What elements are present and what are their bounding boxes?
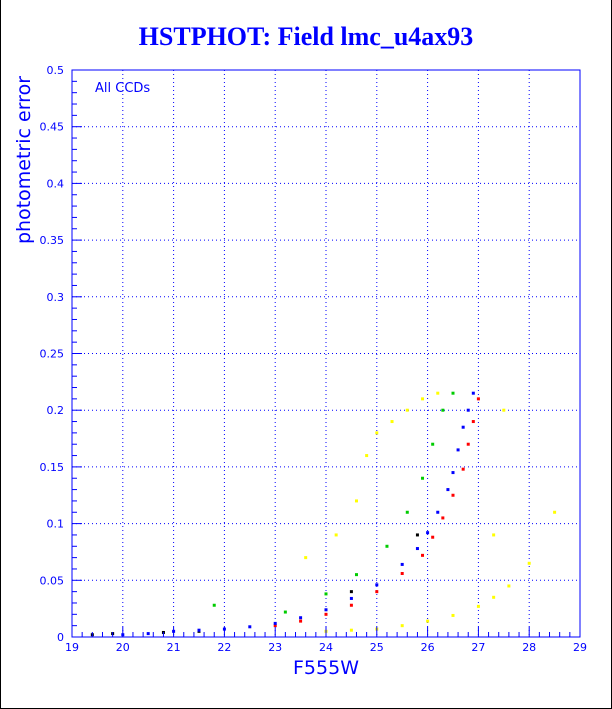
data-point-yellow [476, 604, 480, 608]
y-tick-label: 0 [57, 631, 64, 644]
data-point-red [299, 619, 303, 623]
x-tick-label: 29 [573, 641, 587, 654]
x-tick-label: 20 [116, 641, 130, 654]
data-point-blue [415, 547, 419, 551]
data-point-yellow [405, 408, 409, 412]
y-tick-label: 0.1 [47, 518, 65, 531]
data-point-yellow [365, 454, 369, 458]
data-point-blue [466, 408, 470, 412]
data-point-yellow [334, 533, 338, 537]
x-tick-label: 24 [319, 641, 333, 654]
data-point-yellow [421, 397, 425, 401]
data-point-red [451, 493, 455, 497]
chart-title: HSTPHOT: Field lmc_u4ax93 [138, 22, 474, 51]
y-tick-label: 0.05 [40, 574, 65, 587]
data-point-red [461, 467, 465, 471]
data-point-blue [299, 616, 303, 620]
y-tick-label: 0.25 [40, 348, 65, 361]
data-point-black [415, 533, 419, 537]
data-point-blue [146, 632, 150, 636]
data-point-blue [248, 625, 252, 629]
data-point-yellow [553, 510, 557, 514]
annotation-all-ccds: All CCDs [95, 81, 150, 96]
data-point-green [354, 573, 358, 577]
data-point-red [273, 624, 277, 628]
data-point-green [385, 544, 389, 548]
data-point-green [212, 603, 216, 607]
x-tick-label: 26 [421, 641, 435, 654]
data-point-red [421, 553, 425, 557]
x-tick-label: 28 [522, 641, 536, 654]
points-layer [90, 391, 557, 637]
x-tick-label: 19 [65, 641, 79, 654]
data-point-yellow [375, 431, 379, 435]
data-point-blue [451, 471, 455, 475]
data-point-green [405, 510, 409, 514]
data-point-yellow [354, 499, 358, 503]
data-point-green [421, 476, 425, 480]
data-point-yellow [304, 556, 308, 560]
x-tick-label: 23 [268, 641, 282, 654]
data-point-blue [324, 608, 328, 612]
data-point-blue [273, 621, 277, 625]
data-point-red [400, 571, 404, 575]
data-point-yellow [492, 533, 496, 537]
grid-layer [72, 70, 580, 637]
data-point-yellow [507, 584, 511, 588]
data-point-red [476, 397, 480, 401]
data-point-blue [436, 510, 440, 514]
data-point-green [283, 610, 287, 614]
data-point-red [431, 535, 435, 539]
x-tick-label: 22 [217, 641, 231, 654]
data-point-blue [197, 628, 201, 632]
y-tick-label: 0.35 [40, 234, 65, 247]
x-tick-label: 21 [167, 641, 181, 654]
y-axis-ticks: 0 0.05 0.1 0.15 0.2 0.25 0.3 0.35 0.4 0.45 0.5 [40, 64, 82, 644]
y-tick-label: 0.2 [47, 404, 65, 417]
y-tick-label: 0.45 [40, 121, 65, 134]
data-point-blue [456, 448, 460, 452]
y-tick-label: 0.3 [47, 291, 65, 304]
x-tick-label: 25 [370, 641, 384, 654]
data-point-red [471, 420, 475, 424]
data-point-black [349, 590, 353, 594]
data-point-yellow [436, 391, 440, 395]
data-point-yellow [400, 624, 404, 628]
data-point-green [431, 442, 435, 446]
data-point-blue [446, 488, 450, 492]
data-point-yellow [502, 408, 506, 412]
data-point-green [441, 408, 445, 412]
data-point-blue [375, 583, 379, 587]
data-point-yellow [349, 628, 353, 632]
data-point-yellow [451, 613, 455, 617]
y-axis-title: photometric error [13, 76, 35, 244]
data-point-green [324, 592, 328, 596]
data-point-yellow [492, 595, 496, 599]
x-axis-ticks: 19 20 21 22 23 24 25 26 27 28 29 [65, 627, 587, 654]
data-point-yellow [426, 619, 430, 623]
data-point-blue [426, 531, 430, 535]
data-point-blue [349, 596, 353, 600]
data-point-yellow [527, 561, 531, 565]
y-tick-label: 0.5 [47, 64, 65, 77]
x-tick-label: 27 [471, 641, 485, 654]
data-point-blue [400, 562, 404, 566]
data-point-red [349, 603, 353, 607]
y-tick-label: 0.15 [40, 461, 65, 474]
data-point-blue [471, 391, 475, 395]
data-point-green [451, 391, 455, 395]
data-point-yellow [390, 420, 394, 424]
y-tick-label: 0.4 [47, 177, 65, 190]
data-point-red [324, 612, 328, 616]
data-point-blue [461, 425, 465, 429]
data-point-red [375, 590, 379, 594]
data-point-red [441, 516, 445, 520]
data-point-red [466, 442, 470, 446]
x-axis-title: F555W [293, 657, 359, 679]
